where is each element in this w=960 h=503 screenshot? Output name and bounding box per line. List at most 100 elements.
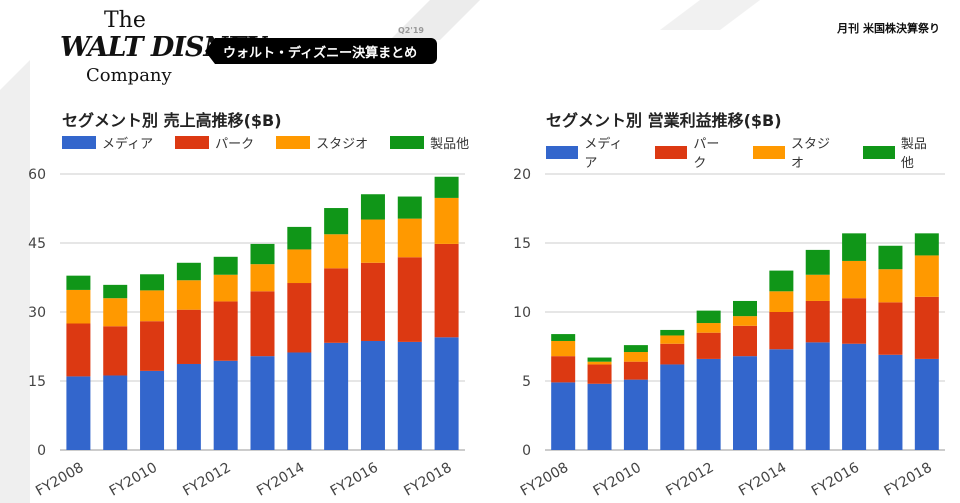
bar-segment-products	[805, 249, 830, 275]
bar-segment-media	[213, 360, 238, 450]
bar-segment-media	[287, 352, 312, 450]
bar-segment-media	[914, 358, 939, 450]
legend-label-parks: パーク	[693, 137, 720, 171]
x-tick-label: FY2016	[809, 460, 862, 500]
bar-segment-products	[176, 262, 201, 281]
y-tick-label: 0	[37, 443, 46, 459]
legend-item-studio: スタジオ	[276, 133, 368, 152]
legend-revenue: メディア パーク スタジオ 製品他	[62, 133, 491, 152]
bar-segment-media	[696, 358, 721, 450]
bar-segment-parks	[733, 325, 757, 357]
x-tick-label: FY2018	[401, 460, 454, 500]
header: The WALT DISNEY Company Q2'19 ウォルト・ディズニー…	[0, 0, 960, 100]
bar-segment-products	[914, 233, 939, 256]
bar-segment-studio	[434, 197, 459, 244]
legend-item-media: メディア	[62, 133, 153, 152]
legend-swatch-media	[62, 136, 96, 149]
y-tick-label: 20	[513, 167, 531, 183]
x-tick-label: FY2014	[254, 460, 307, 500]
bar-segment-studio	[587, 361, 612, 365]
bar-segment-media	[805, 342, 830, 450]
bar-segment-parks	[250, 291, 275, 357]
bar-segment-studio	[623, 352, 648, 362]
bar-segment-parks	[914, 296, 939, 359]
y-tick-label: 60	[28, 167, 46, 183]
bar-segment-parks	[878, 302, 903, 355]
bar-segment-products	[733, 300, 757, 317]
bar-segment-media	[842, 343, 867, 450]
legend-item-parks: パーク	[175, 133, 254, 152]
legend-item-studio: スタジオ	[752, 133, 841, 171]
legend-swatch-parks	[655, 145, 688, 159]
bar-segment-products	[397, 196, 422, 219]
legend-item-products: 製品他	[862, 133, 939, 171]
bar-segment-products	[551, 334, 576, 341]
bar-segment-products	[878, 245, 903, 270]
bar-segment-media	[878, 354, 903, 450]
bar-segment-products	[842, 233, 867, 261]
bar-segment-studio	[324, 234, 349, 269]
quarter-label: Q2'19	[398, 26, 424, 35]
y-tick-label: 45	[28, 236, 46, 252]
revenue-chart: 0 15 30 45 60 FY2008 FY2010 FY2012 FY2014 FY2016 F…	[28, 167, 465, 500]
bar-segment-studio	[914, 255, 939, 297]
bar-segment-products	[287, 226, 312, 250]
bar-segment-parks	[769, 312, 794, 350]
bar-segment-studio	[733, 316, 757, 326]
legend-swatch-products	[862, 145, 895, 159]
bar-segment-media	[360, 340, 385, 450]
legend-label-studio: スタジオ	[790, 137, 830, 171]
x-tick-label: FY2014	[736, 460, 789, 500]
bar-segment-media	[66, 376, 91, 450]
legend-swatch-media	[546, 145, 579, 159]
publication-tag: 月刊 米国株決算祭り	[831, 18, 946, 38]
legend-label-products: 製品他	[900, 137, 927, 171]
bar-segment-media	[587, 383, 612, 450]
bar-segment-parks	[551, 356, 576, 383]
legend-label-media: メディア	[102, 137, 154, 152]
x-tick-label: FY2010	[107, 460, 160, 500]
x-tick-label: FY2010	[591, 460, 644, 500]
bar-segment-studio	[103, 298, 128, 327]
y-tick-label: 5	[522, 374, 531, 390]
title-banner-text: ウォルト・ディズニー決算まとめ	[223, 45, 418, 61]
legend-item-products: 製品他	[390, 133, 469, 152]
bar-segment-parks	[397, 257, 422, 342]
bar-segment-products	[140, 274, 165, 291]
bar-segment-media	[660, 364, 685, 450]
legend-label-products: 製品他	[430, 137, 470, 152]
bar-segment-studio	[176, 280, 201, 310]
bar-segment-parks	[66, 323, 91, 377]
bar-segment-products	[769, 270, 794, 292]
bar-segment-products	[66, 275, 91, 290]
operating-income-chart: 0 5 10 15 20 FY2008 FY2010 FY2012 FY2014 FY2016 FY…	[513, 167, 945, 500]
bar-segment-parks	[324, 268, 349, 343]
y-tick-label: 15	[28, 374, 46, 390]
y-tick-label: 0	[522, 443, 531, 459]
bar-segment-products	[660, 329, 685, 336]
bar-segment-media	[434, 337, 459, 450]
legend-item-parks: パーク	[655, 133, 731, 171]
bar-segment-media	[769, 349, 794, 450]
bar-segment-studio	[140, 290, 165, 322]
bar-segment-studio	[287, 249, 312, 284]
bar-segment-media	[250, 356, 275, 450]
bar-segment-products	[587, 357, 612, 362]
bar-segment-media	[397, 341, 422, 450]
bar-segment-media	[140, 370, 165, 450]
x-tick-label: FY2016	[328, 460, 381, 500]
legend-swatch-studio	[276, 136, 311, 149]
bar-segment-studio	[213, 274, 238, 302]
bar-segment-parks	[213, 301, 238, 361]
bar-segment-media	[176, 363, 201, 450]
bar-segment-products	[623, 345, 648, 353]
legend-label-parks: パーク	[215, 137, 255, 152]
bar-segment-studio	[360, 219, 385, 263]
bar-segment-studio	[769, 291, 794, 312]
legend-item-media: メディア	[546, 133, 633, 171]
bar-segment-parks	[287, 283, 312, 353]
y-tick-label: 10	[513, 305, 531, 321]
x-tick-label: FY2018	[882, 460, 935, 500]
bar-segment-parks	[434, 243, 459, 338]
title-banner: ウォルト・ディズニー決算まとめ	[205, 38, 437, 64]
